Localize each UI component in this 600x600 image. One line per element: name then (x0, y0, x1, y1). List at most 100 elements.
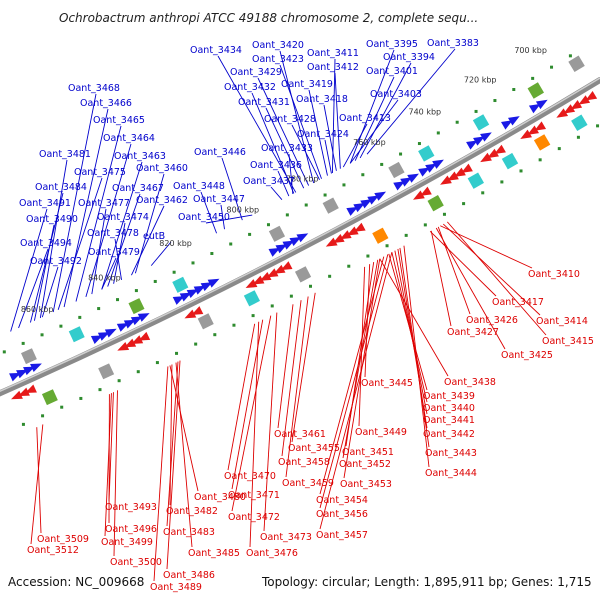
reverse-gene-label[interactable]: Oant_3441 (423, 415, 475, 426)
reverse-gene-label[interactable]: Oant_3443 (425, 448, 477, 459)
reverse-gene-label[interactable]: Oant_3473 (260, 532, 312, 543)
reverse-gene-label[interactable]: Oant_3455 (288, 443, 340, 454)
forward-gene-label[interactable]: Oant_3448 (173, 181, 225, 192)
reverse-gene-label[interactable]: Oant_3449 (355, 427, 407, 438)
reverse-gene-label[interactable]: Oant_3438 (444, 377, 496, 388)
reverse-gene-label[interactable]: Oant_3476 (246, 548, 298, 559)
forward-gene-label[interactable]: Oant_3418 (296, 94, 348, 105)
forward-gene-label[interactable]: Oant_3490 (26, 214, 78, 225)
reverse-gene-label[interactable]: Oant_3461 (274, 429, 326, 440)
reverse-gene-label[interactable]: Oant_3415 (542, 336, 594, 347)
reverse-gene-label[interactable]: Oant_3439 (423, 391, 475, 402)
reverse-gene-label[interactable]: Oant_3453 (340, 479, 392, 490)
label-connector (358, 266, 366, 427)
forward-gene-label[interactable]: eutB (143, 231, 165, 242)
forward-gene-label[interactable]: Oant_3429 (230, 67, 282, 78)
reverse-gene-label[interactable]: Oant_3442 (423, 429, 475, 440)
forward-gene-label[interactable]: Oant_3433 (261, 143, 313, 154)
reverse-gene-label[interactable]: Oant_3500 (110, 557, 162, 568)
forward-gene-label[interactable]: Oant_3428 (264, 114, 316, 125)
reverse-gene-label[interactable]: Oant_3454 (316, 495, 368, 506)
forward-gene-label[interactable]: Oant_3463 (114, 151, 166, 162)
forward-gene-label[interactable]: Oant_3419 (281, 79, 333, 90)
forward-gene-label[interactable]: Oant_3450 (178, 212, 230, 223)
reverse-gene-label[interactable]: Oant_3459 (282, 478, 334, 489)
forward-gene-arrow (507, 116, 520, 126)
reverse-gene-label[interactable]: Oant_3410 (528, 269, 580, 280)
reverse-gene-label[interactable]: Oant_3485 (188, 548, 240, 559)
reverse-gene-label[interactable]: Oant_3482 (166, 506, 218, 517)
forward-gene-label[interactable]: Oant_3475 (74, 167, 126, 178)
reverse-gene-label[interactable]: Oant_3480 (194, 492, 246, 503)
label-connector (394, 250, 428, 415)
forward-gene-label[interactable]: Oant_3479 (88, 247, 140, 258)
forward-gene-label[interactable]: Oant_3491 (19, 198, 71, 209)
reverse-gene-label[interactable]: Oant_3457 (316, 530, 368, 541)
scale-label: 860 kbp (21, 305, 54, 314)
forward-gene-label[interactable]: Oant_3494 (20, 238, 72, 249)
reverse-gene-label[interactable]: Oant_3512 (27, 545, 79, 556)
forward-gene-label[interactable]: Oant_3477 (78, 198, 130, 209)
reverse-gene-label[interactable]: Oant_3493 (105, 502, 157, 513)
forward-gene-label[interactable]: Oant_3464 (103, 133, 155, 144)
forward-gene-label[interactable]: Oant_3434 (190, 45, 242, 56)
label-connector (291, 124, 320, 181)
forward-gene-label[interactable]: Oant_3460 (136, 163, 188, 174)
forward-gene-label[interactable]: Oant_3462 (136, 195, 188, 206)
reverse-gene-label[interactable]: Oant_3440 (423, 403, 475, 414)
reverse-gene-label[interactable]: Oant_3499 (101, 537, 153, 548)
reverse-gene-label[interactable]: Oant_3452 (339, 459, 391, 470)
feature-block (68, 326, 85, 343)
reverse-gene-label[interactable]: Oant_3458 (278, 457, 330, 468)
forward-gene-label[interactable]: Oant_3383 (427, 38, 479, 49)
reverse-gene-label[interactable]: Oant_3483 (163, 527, 215, 538)
reverse-gene-label[interactable]: Oant_3489 (150, 582, 202, 593)
reverse-gene-label[interactable]: Oant_3425 (501, 350, 553, 361)
reverse-gene-label[interactable]: Oant_3486 (163, 570, 215, 581)
forward-gene-label[interactable]: Oant_3468 (68, 83, 120, 94)
reverse-gene-label[interactable]: Oant_3426 (466, 315, 518, 326)
reverse-gene-label[interactable]: Oant_3470 (224, 471, 276, 482)
forward-gene-arrow (466, 140, 478, 150)
forward-gene-label[interactable]: Oant_3484 (35, 182, 87, 193)
reverse-gene-label[interactable]: Oant_3451 (342, 447, 394, 458)
forward-gene-label[interactable]: Oant_3431 (238, 97, 290, 108)
forward-gene-label[interactable]: Oant_3481 (39, 149, 91, 160)
forward-gene-label[interactable]: Oant_3447 (193, 194, 245, 205)
scale-labels: 700 kbp 720 kbp 740 kbp 760 kbp 780 kbp 800 k… (21, 46, 547, 314)
forward-gene-label[interactable]: Oant_3411 (307, 48, 359, 59)
forward-gene-label[interactable]: Oant_3401 (366, 66, 418, 77)
feature-block (243, 290, 260, 307)
reverse-gene-label[interactable]: Oant_3456 (316, 509, 368, 520)
forward-gene-label[interactable]: Oant_3465 (93, 115, 145, 126)
forward-gene-arrow (137, 313, 150, 322)
reverse-gene-label[interactable]: Oant_3444 (425, 468, 477, 479)
forward-gene-label[interactable]: Oant_3492 (30, 256, 82, 267)
reverse-gene-label[interactable]: Oant_3427 (447, 327, 499, 338)
reverse-gene-label[interactable]: Oant_3472 (228, 512, 280, 523)
reverse-gene-label[interactable]: Oant_3414 (536, 316, 588, 327)
reverse-gene-label[interactable]: Oant_3471 (228, 490, 280, 501)
reverse-gene-label[interactable]: Oant_3496 (105, 524, 157, 535)
forward-gene-label[interactable]: Oant_3466 (80, 98, 132, 109)
forward-gene-label[interactable]: Oant_3412 (307, 62, 359, 73)
forward-gene-label[interactable]: Oant_3474 (97, 212, 149, 223)
label-connector (153, 366, 169, 582)
forward-gene-label[interactable]: Oant_3436 (250, 160, 302, 171)
forward-gene-label[interactable]: Oant_3423 (252, 54, 304, 65)
reverse-gene-label[interactable]: Oant_3417 (492, 297, 544, 308)
forward-gene-label[interactable]: Oant_3478 (87, 228, 139, 239)
forward-gene-label[interactable]: Oant_3395 (366, 39, 418, 50)
forward-gene-label[interactable]: Oant_3467 (112, 183, 164, 194)
forward-gene-label[interactable]: Oant_3394 (383, 52, 435, 63)
forward-gene-label[interactable]: Oant_3446 (194, 147, 246, 158)
forward-gene-label[interactable]: Oant_3437 (243, 176, 295, 187)
forward-gene-label[interactable]: Oant_3424 (297, 129, 349, 140)
forward-gene-label[interactable]: Oant_3413 (339, 113, 391, 124)
tick-dot (229, 242, 233, 246)
reverse-gene-label[interactable]: Oant_3509 (37, 534, 89, 545)
forward-gene-label[interactable]: Oant_3403 (370, 89, 422, 100)
reverse-gene-label[interactable]: Oant_3445 (361, 378, 413, 389)
forward-gene-label[interactable]: Oant_3420 (252, 40, 304, 51)
forward-gene-label[interactable]: Oant_3432 (224, 82, 276, 93)
